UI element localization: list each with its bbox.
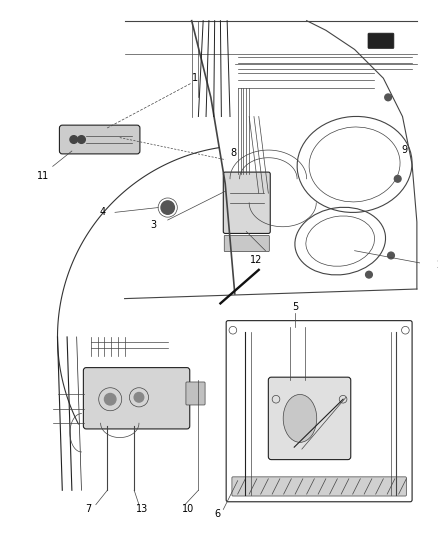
FancyBboxPatch shape: [83, 368, 190, 429]
FancyBboxPatch shape: [268, 377, 351, 459]
FancyBboxPatch shape: [60, 125, 140, 154]
FancyBboxPatch shape: [186, 382, 205, 405]
Ellipse shape: [283, 394, 317, 442]
FancyBboxPatch shape: [232, 477, 406, 496]
Text: 13: 13: [136, 504, 148, 514]
Text: 7: 7: [85, 504, 91, 514]
Text: 11: 11: [37, 171, 49, 181]
Circle shape: [161, 201, 174, 214]
Circle shape: [366, 271, 372, 278]
Text: 2: 2: [436, 260, 438, 270]
Circle shape: [78, 136, 85, 143]
Circle shape: [388, 252, 394, 259]
FancyBboxPatch shape: [368, 33, 394, 49]
Text: 6: 6: [214, 509, 220, 519]
Text: 8: 8: [230, 148, 236, 158]
Circle shape: [134, 392, 144, 402]
Text: 12: 12: [250, 255, 262, 265]
FancyBboxPatch shape: [223, 172, 270, 233]
Circle shape: [394, 175, 401, 182]
FancyBboxPatch shape: [224, 236, 269, 252]
Text: 10: 10: [182, 504, 194, 514]
Circle shape: [104, 393, 116, 405]
Text: 5: 5: [292, 302, 298, 312]
Text: 9: 9: [401, 145, 407, 155]
Text: 1: 1: [192, 73, 198, 83]
Text: 3: 3: [150, 220, 156, 230]
Circle shape: [70, 136, 78, 143]
Text: 4: 4: [99, 207, 106, 217]
Circle shape: [385, 94, 392, 101]
